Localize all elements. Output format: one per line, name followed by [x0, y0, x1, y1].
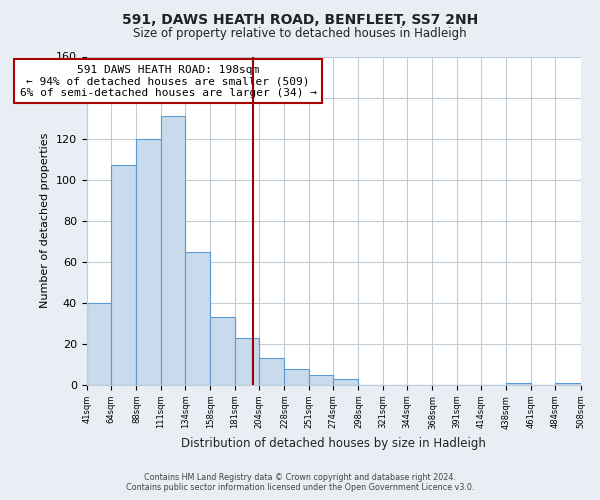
Bar	[185, 252, 211, 385]
Bar	[111, 166, 136, 385]
Bar	[136, 138, 161, 385]
X-axis label: Distribution of detached houses by size in Hadleigh: Distribution of detached houses by size …	[181, 437, 486, 450]
Bar	[211, 317, 235, 385]
Bar	[333, 379, 358, 385]
Text: 591, DAWS HEATH ROAD, BENFLEET, SS7 2NH: 591, DAWS HEATH ROAD, BENFLEET, SS7 2NH	[122, 12, 478, 26]
Bar	[87, 303, 111, 385]
Text: 591 DAWS HEATH ROAD: 198sqm
← 94% of detached houses are smaller (509)
6% of sem: 591 DAWS HEATH ROAD: 198sqm ← 94% of det…	[20, 64, 317, 98]
Bar	[161, 116, 185, 385]
Bar	[284, 368, 309, 385]
Text: Contains HM Land Registry data © Crown copyright and database right 2024.
Contai: Contains HM Land Registry data © Crown c…	[126, 473, 474, 492]
Bar	[555, 383, 581, 385]
Text: Size of property relative to detached houses in Hadleigh: Size of property relative to detached ho…	[133, 28, 467, 40]
Y-axis label: Number of detached properties: Number of detached properties	[40, 133, 50, 308]
Bar	[235, 338, 259, 385]
Bar	[259, 358, 284, 385]
Bar	[309, 374, 333, 385]
Bar	[506, 383, 531, 385]
